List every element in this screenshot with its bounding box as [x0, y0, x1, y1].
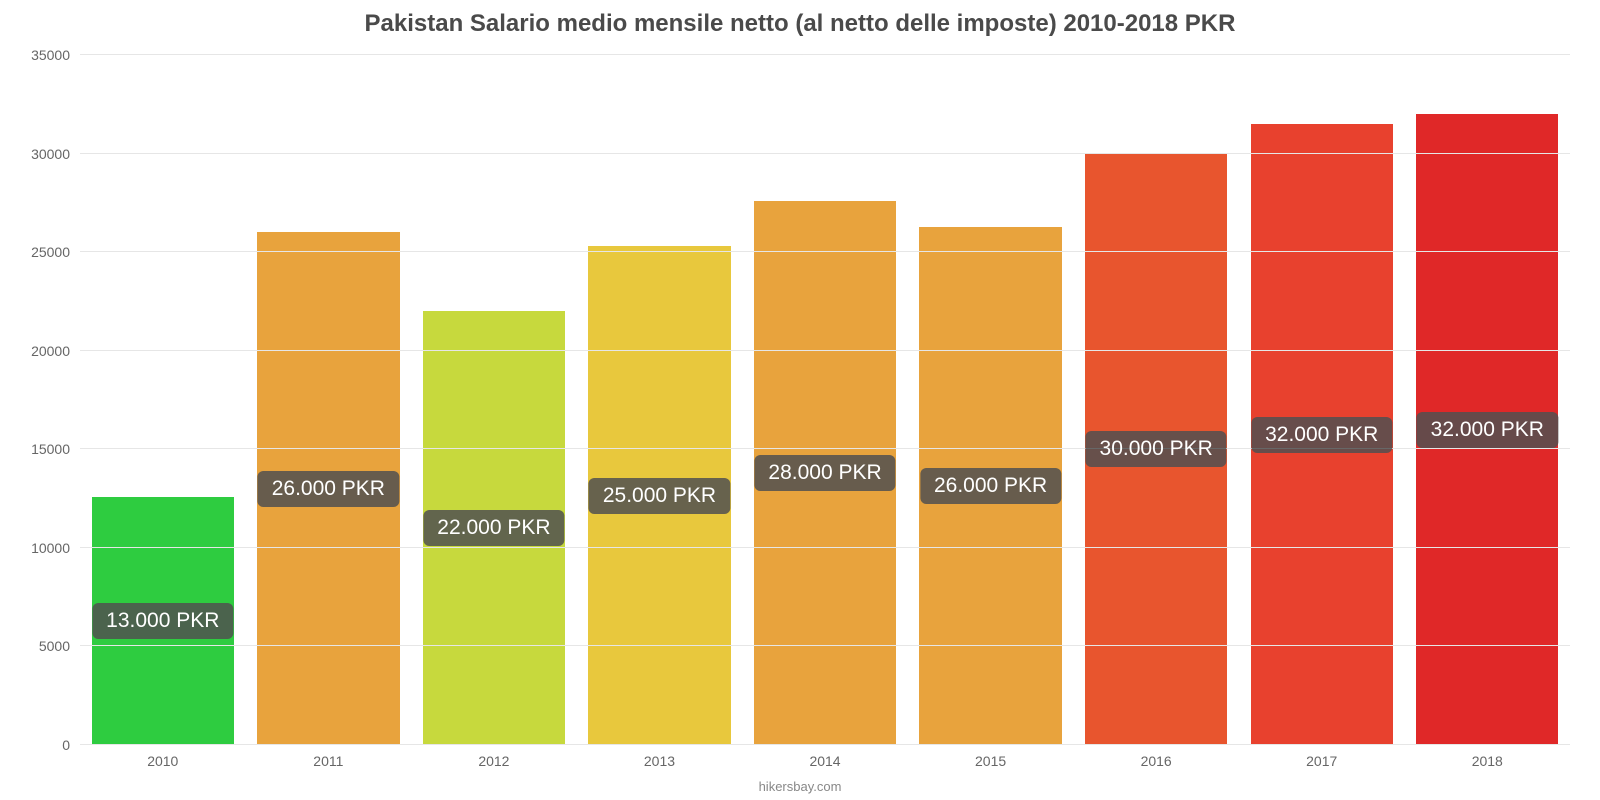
bar-value-label: 26.000 PKR	[258, 471, 399, 507]
x-tick-label: 2015	[975, 745, 1006, 769]
bar-value-label: 25.000 PKR	[589, 478, 730, 514]
x-tick-label: 2011	[313, 745, 343, 769]
bar-value-label: 32.000 PKR	[1251, 417, 1392, 453]
y-tick-label: 10000	[31, 540, 80, 556]
plot-area: 201013.000 PKR201126.000 PKR201222.000 P…	[80, 55, 1570, 745]
bar-value-label: 32.000 PKR	[1417, 412, 1558, 448]
bar-slot: 201832.000 PKR	[1405, 55, 1571, 745]
source-attribution: hikersbay.com	[759, 779, 842, 794]
y-tick-label: 25000	[31, 244, 80, 260]
x-tick-label: 2018	[1472, 745, 1503, 769]
grid-line	[80, 251, 1570, 252]
grid-line	[80, 153, 1570, 154]
bar-slot: 201325.000 PKR	[577, 55, 743, 745]
bar-value-label: 28.000 PKR	[754, 455, 895, 491]
x-tick-label: 2013	[644, 745, 675, 769]
bar-slot: 201222.000 PKR	[411, 55, 577, 745]
bar-slot: 201732.000 PKR	[1239, 55, 1405, 745]
x-tick-label: 2012	[478, 745, 509, 769]
y-tick-label: 0	[62, 737, 80, 753]
x-tick-label: 2016	[1141, 745, 1172, 769]
y-tick-label: 15000	[31, 441, 80, 457]
bar-slot: 201526.000 PKR	[908, 55, 1074, 745]
grid-line	[80, 54, 1570, 55]
bar-value-label: 30.000 PKR	[1086, 431, 1227, 467]
bar-slot: 201013.000 PKR	[80, 55, 246, 745]
bar-value-label: 26.000 PKR	[920, 468, 1061, 504]
bar-value-label: 22.000 PKR	[423, 510, 564, 546]
grid-line	[80, 645, 1570, 646]
bar-slot: 201630.000 PKR	[1073, 55, 1239, 745]
bar-slot: 201428.000 PKR	[742, 55, 908, 745]
bar-slot: 201126.000 PKR	[246, 55, 412, 745]
grid-line	[80, 744, 1570, 745]
x-tick-label: 2014	[809, 745, 840, 769]
x-tick-label: 2010	[147, 745, 178, 769]
y-tick-label: 30000	[31, 146, 80, 162]
grid-line	[80, 350, 1570, 351]
grid-line	[80, 547, 1570, 548]
chart-container: Pakistan Salario medio mensile netto (al…	[0, 0, 1600, 800]
y-tick-label: 20000	[31, 343, 80, 359]
bars-group: 201013.000 PKR201126.000 PKR201222.000 P…	[80, 55, 1570, 745]
chart-title: Pakistan Salario medio mensile netto (al…	[0, 0, 1600, 38]
x-tick-label: 2017	[1306, 745, 1337, 769]
bar-value-label: 13.000 PKR	[92, 603, 233, 639]
y-tick-label: 5000	[39, 638, 80, 654]
y-tick-label: 35000	[31, 47, 80, 63]
